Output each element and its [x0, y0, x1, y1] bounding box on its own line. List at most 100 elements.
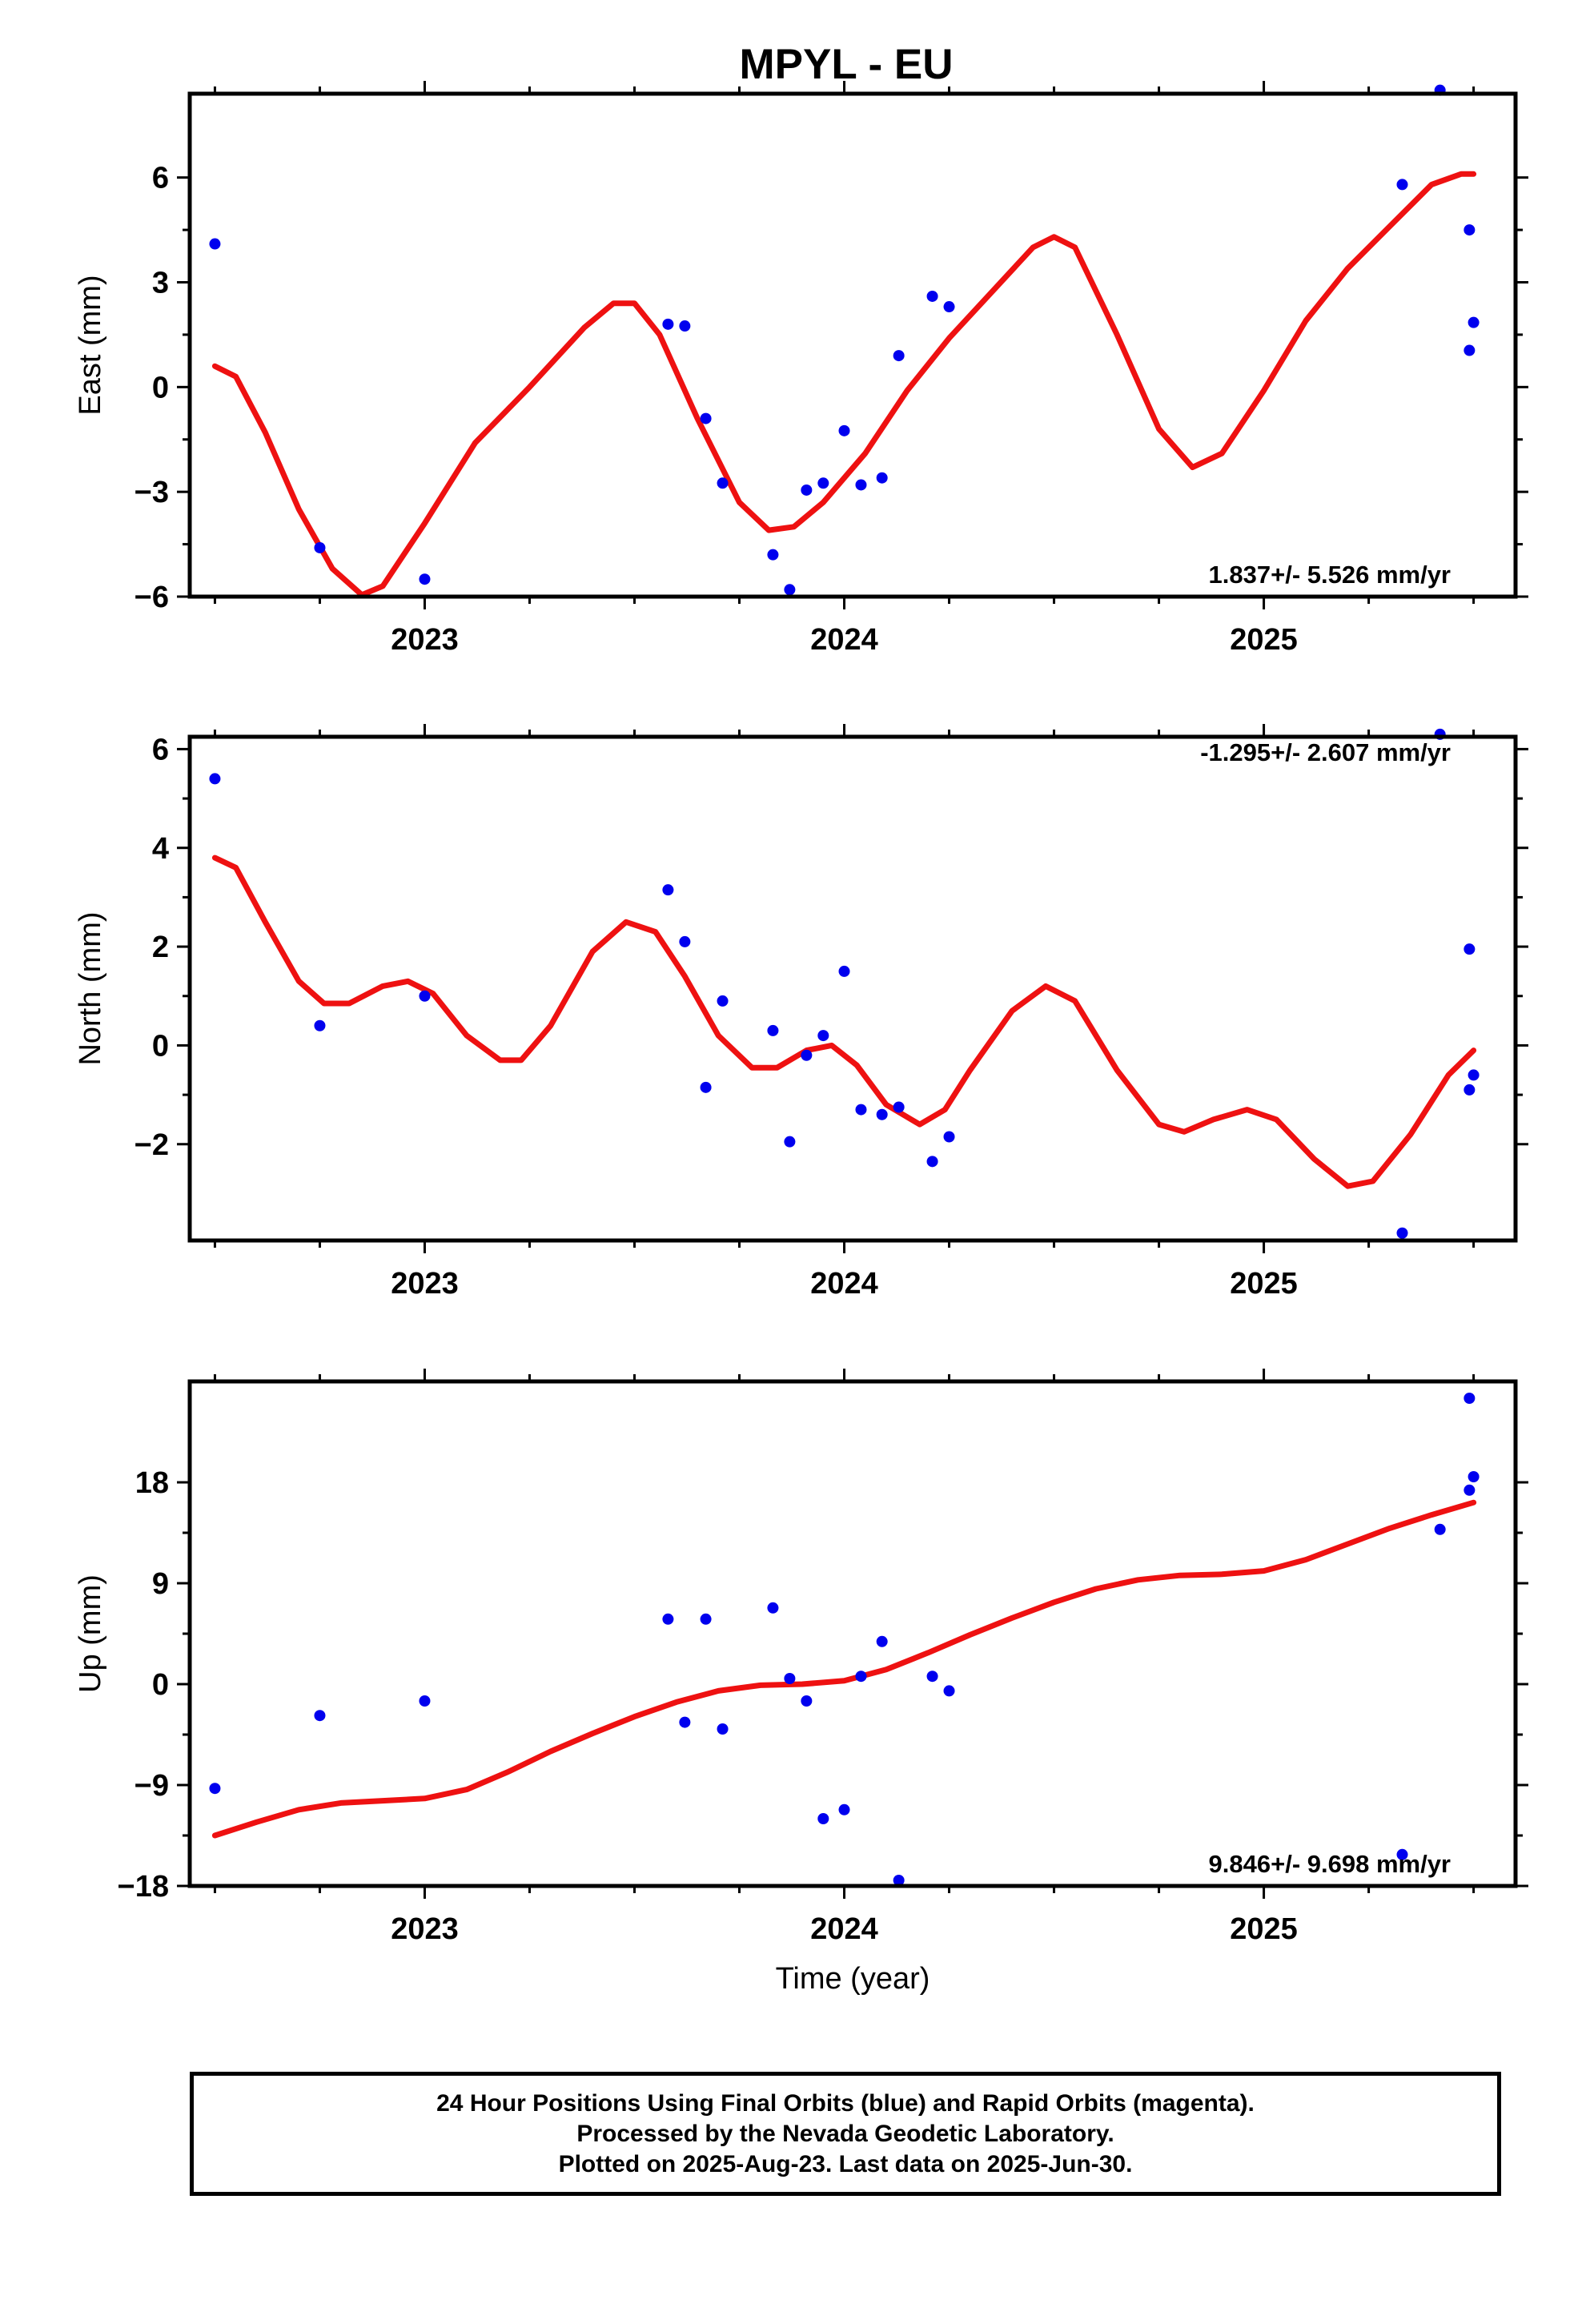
y-tick-label: 18	[135, 1466, 169, 1500]
y-axis-label: North (mm)	[74, 911, 107, 1065]
data-point	[893, 350, 905, 362]
data-point	[801, 1695, 813, 1707]
x-tick-label: 2023	[391, 1912, 459, 1946]
x-tick-label: 2024	[810, 1267, 878, 1301]
data-point	[1464, 224, 1476, 236]
panel-1: 2023 2024 2025 6 3 0 −3 −6 East (mm) 1.837+/- 5.5…	[74, 81, 1528, 657]
data-point	[876, 1635, 888, 1647]
data-point	[838, 1803, 850, 1815]
x-tick-label: 2023	[391, 1267, 459, 1301]
data-point	[679, 1716, 691, 1728]
plot-area	[211, 171, 1477, 597]
x-tick-label: 2025	[1230, 623, 1298, 657]
x-tick-label: 2023	[391, 623, 459, 657]
footer-line-3: Plotted on 2025-Aug-23. Last data on 202…	[558, 2150, 1133, 2177]
plot-frame	[187, 91, 1518, 599]
fit-line	[211, 1499, 1477, 1839]
y-tick-label: −2	[135, 1128, 169, 1162]
panel-3: 2023 2024 2025 18 9 0 −9 −18 Up (mm) 9.846+/- 9.6…	[74, 1369, 1528, 1996]
data-point	[209, 1783, 221, 1795]
data-point	[717, 1723, 729, 1735]
x-tick-label: 2024	[810, 1912, 878, 1946]
data-point	[1468, 1069, 1480, 1081]
data-point	[717, 477, 729, 489]
y-axis-label: East (mm)	[74, 275, 107, 415]
data-point	[817, 477, 829, 489]
footer-line-1: 24 Hour Positions Using Final Orbits (bl…	[436, 2089, 1255, 2117]
footer-caption-box: 24 Hour Positions Using Final Orbits (bl…	[190, 2072, 1501, 2196]
data-point	[817, 1813, 829, 1824]
data-point	[1434, 1523, 1446, 1535]
data-point	[926, 1156, 938, 1168]
data-point	[662, 884, 674, 896]
data-point	[700, 1081, 712, 1093]
y-tick-label: −18	[118, 1870, 169, 1904]
data-point	[838, 424, 850, 436]
data-point	[838, 965, 850, 977]
footer-line-2: Processed by the Nevada Geodetic Laborat…	[576, 2120, 1114, 2147]
data-point	[209, 773, 221, 785]
data-point	[314, 1710, 326, 1722]
y-tick-label: −3	[135, 476, 169, 509]
data-point	[662, 1613, 674, 1625]
data-point	[679, 935, 691, 947]
data-point	[767, 1602, 779, 1614]
data-point	[943, 1685, 955, 1697]
y-tick-label: 0	[152, 1029, 169, 1063]
panel-2: 2023 2024 2025 6 4 2 0 −2 North (mm) -1.295+/- 2.…	[74, 724, 1528, 1301]
data-point	[943, 1131, 955, 1143]
data-point	[1464, 943, 1476, 955]
data-point	[801, 484, 813, 496]
x-tick-label: 2025	[1230, 1267, 1298, 1301]
data-point	[679, 320, 691, 332]
data-point	[784, 1136, 796, 1148]
plot-frame	[187, 1379, 1518, 1888]
data-point	[314, 1019, 326, 1031]
data-point	[855, 1671, 867, 1683]
data-point	[1396, 1227, 1408, 1239]
data-point	[1396, 179, 1408, 191]
data-point	[893, 1875, 905, 1886]
data-point	[717, 995, 729, 1007]
fit-line	[211, 854, 1477, 1189]
y-tick-label: 9	[152, 1567, 169, 1601]
data-point	[893, 1101, 905, 1113]
plot-frame	[187, 734, 1518, 1243]
data-point	[419, 573, 431, 585]
data-point	[209, 238, 221, 250]
data-point	[314, 541, 326, 553]
data-point	[876, 472, 888, 484]
y-tick-label: 0	[152, 1668, 169, 1702]
data-point	[767, 549, 779, 561]
x-axis-label: Time (year)	[776, 1962, 930, 1996]
page-title: MPYL - EU	[740, 41, 954, 88]
data-point	[1468, 1471, 1480, 1482]
y-axis-label: Up (mm)	[74, 1574, 107, 1693]
x-tick-label: 2025	[1230, 1912, 1298, 1946]
data-point	[1464, 344, 1476, 356]
data-point	[1468, 316, 1480, 328]
data-point	[817, 1030, 829, 1042]
y-tick-label: 0	[152, 371, 169, 404]
y-tick-label: −9	[135, 1769, 169, 1803]
data-point	[943, 301, 955, 313]
data-point	[1464, 1084, 1476, 1096]
velocity-rate-label: 9.846+/- 9.698 mm/yr	[1209, 1850, 1451, 1878]
data-point	[419, 990, 431, 1002]
y-tick-label: −6	[135, 581, 169, 614]
data-point	[1396, 1848, 1408, 1860]
data-point	[926, 1671, 938, 1683]
data-point	[855, 1104, 867, 1116]
fit-line	[211, 171, 1477, 597]
y-tick-label: 4	[152, 832, 169, 866]
data-point	[801, 1049, 813, 1061]
data-point	[855, 479, 867, 491]
y-tick-label: 6	[152, 733, 169, 766]
y-tick-label: 3	[152, 267, 169, 300]
data-point	[700, 1613, 712, 1625]
data-point	[700, 412, 712, 424]
data-point	[784, 584, 796, 596]
data-point	[1464, 1393, 1476, 1404]
data-point	[784, 1673, 796, 1684]
